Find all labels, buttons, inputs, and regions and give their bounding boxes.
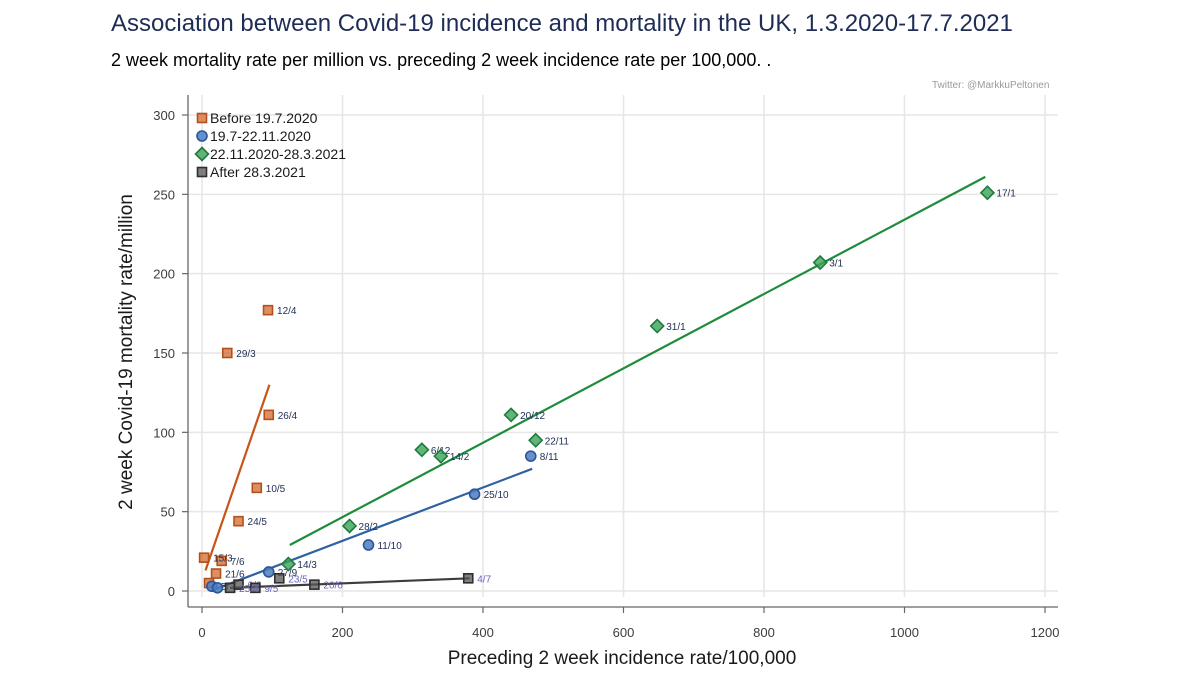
x-tick-label: 1200	[1031, 625, 1060, 640]
x-tick-label: 0	[198, 625, 205, 640]
point-label: 28/2	[359, 522, 379, 533]
data-points: 12/4 29/3 26/4 10/5 24/5 7/6 21/6 15/3 8/11 25/10…	[198, 185, 1016, 595]
legend-label: 19.7-22.11.2020	[210, 128, 311, 144]
data-point	[221, 347, 233, 359]
legend-marker	[196, 130, 208, 142]
x-tick-label: 1000	[890, 625, 919, 640]
y-tick-label: 200	[153, 267, 175, 282]
point-label: 8/11	[540, 452, 559, 463]
trend-line	[230, 577, 470, 589]
point-label: 29/3	[236, 349, 256, 360]
data-point	[812, 254, 828, 271]
trend-line	[204, 384, 271, 571]
data-point	[528, 432, 544, 448]
data-point	[341, 518, 358, 534]
point-label: 14/2	[450, 452, 470, 463]
data-point	[210, 568, 222, 579]
data-point	[433, 448, 449, 464]
data-point	[362, 539, 375, 551]
legend-label: Before 19.7.2020	[210, 110, 318, 126]
point-label: 27/9	[278, 568, 298, 579]
point-label: 24/5	[248, 517, 268, 528]
point-label: 14/3	[297, 560, 317, 571]
point-label: 20/6	[323, 581, 343, 592]
point-label: 10/5	[266, 484, 286, 495]
point-label: 7/6	[231, 557, 245, 568]
y-tick-label: 0	[168, 584, 175, 599]
data-point	[414, 442, 430, 458]
data-point	[224, 582, 236, 594]
point-label: 17/1	[996, 189, 1016, 200]
data-point	[979, 185, 996, 201]
data-point	[524, 450, 537, 462]
axes: 0 200 400 600 800 1000 1200 0 50 100 150 200 250 300	[153, 95, 1059, 640]
data-point	[211, 582, 224, 594]
data-point	[273, 573, 285, 584]
point-label: 15/3	[213, 554, 233, 565]
data-point	[280, 556, 297, 572]
data-point	[649, 318, 665, 334]
credit-text: Twitter: @MarkkuPeltonen	[932, 80, 1050, 91]
grid-lines	[188, 95, 1058, 597]
point-label: 23/5	[288, 574, 308, 585]
point-label: 12/4	[277, 306, 297, 317]
data-point	[233, 515, 244, 527]
y-tick-label: 300	[153, 108, 175, 123]
point-label: 26/4	[278, 411, 298, 422]
point-label: 11/10	[377, 541, 402, 552]
point-label: 20/12	[520, 411, 545, 422]
point-label: 3/1	[829, 259, 843, 270]
x-tick-label: 200	[332, 625, 354, 640]
point-label: 22/11	[545, 436, 570, 447]
data-point	[462, 573, 474, 584]
data-point	[503, 407, 519, 423]
x-axis-label: Preceding 2 week incidence rate/100,000	[448, 648, 797, 669]
point-label: 21/6	[225, 570, 245, 581]
legend-marker	[196, 166, 208, 178]
data-point	[262, 566, 275, 578]
y-axis-label: 2 week Covid-19 mortality rate/million	[116, 194, 137, 510]
legend-label: 22.11.2020-28.3.2021	[210, 146, 346, 162]
point-label: 25/4	[239, 584, 259, 595]
trend-line	[289, 175, 986, 546]
point-label: 4/7	[477, 574, 491, 585]
point-label: 9/5	[264, 584, 278, 595]
chart-subtitle: 2 week mortality rate per million vs. pr…	[111, 50, 772, 70]
legend-label: After 28.3.2021	[210, 164, 306, 180]
x-tick-label: 400	[472, 625, 494, 640]
data-point	[198, 552, 210, 563]
data-point	[251, 482, 263, 494]
data-point	[309, 579, 320, 590]
point-label: 31/1	[666, 322, 686, 333]
data-point	[216, 555, 227, 567]
y-tick-label: 50	[161, 505, 175, 520]
y-tick-label: 250	[153, 187, 175, 202]
legend-marker	[196, 112, 208, 124]
data-point	[262, 304, 274, 316]
legend: Before 19.7.2020 19.7-22.11.2020 22.11.202…	[194, 110, 346, 180]
x-tick-label: 600	[613, 625, 635, 640]
chart-title: Association between Covid-19 incidence a…	[111, 10, 1013, 37]
point-label: 25/10	[484, 490, 509, 501]
data-point	[263, 409, 275, 421]
x-tick-label: 800	[753, 625, 775, 640]
data-point	[250, 582, 261, 594]
legend-marker	[194, 146, 210, 162]
y-tick-label: 150	[153, 346, 175, 361]
y-tick-label: 100	[153, 425, 175, 440]
data-point	[468, 488, 481, 501]
